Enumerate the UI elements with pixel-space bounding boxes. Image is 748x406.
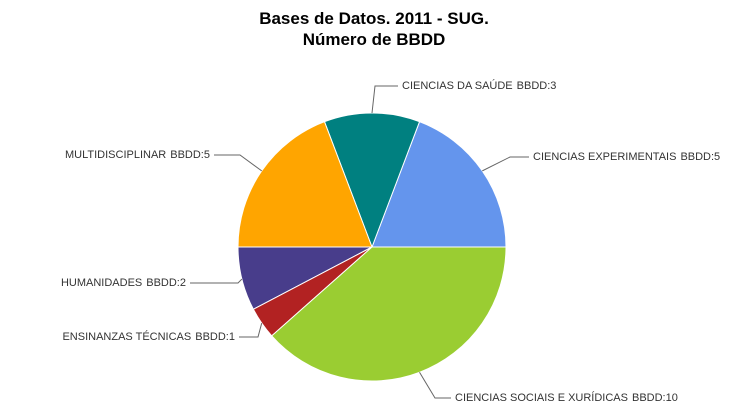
slice-label: CIENCIAS SOCIAIS E XURÍDICAS BBDD:10: [455, 391, 678, 404]
slice-category: HUMANIDADES: [61, 277, 142, 289]
slice-label: MULTIDISCIPLINAR BBDD:5: [65, 149, 210, 161]
leader-line: [419, 372, 451, 399]
leader-line: [214, 154, 263, 172]
slice-value-label: BBDD:5: [170, 149, 210, 161]
pie-slice: [323, 112, 421, 249]
slice-category: CIENCIAS SOCIAIS E XURÍDICAS: [455, 391, 628, 404]
pie-slice: [371, 121, 507, 248]
leader-line: [371, 85, 398, 114]
leader-line: [239, 322, 263, 338]
slice-value-label: BBDD:10: [632, 392, 678, 404]
pie-slice: [237, 121, 373, 248]
slice-value-label: BBDD:2: [146, 277, 186, 289]
slice-value-label: BBDD:5: [680, 151, 720, 163]
slice-label: HUMANIDADES BBDD:2: [61, 277, 186, 289]
chart-subtitle: Número de BBDD: [303, 30, 446, 49]
pie-slice: [270, 246, 507, 382]
slice-label: CIENCIAS EXPERIMENTAIS BBDD:5: [533, 151, 720, 163]
chart-title: Bases de Datos. 2011 - SUG.: [259, 9, 489, 28]
slice-category: CIENCIAS EXPERIMENTAIS: [533, 151, 676, 163]
slice-value-label: BBDD:3: [517, 80, 557, 92]
slice-value-label: BBDD:1: [195, 331, 235, 343]
slice-category: CIENCIAS DA SAÚDE: [402, 79, 513, 92]
slice-label: CIENCIAS DA SAÚDE BBDD:3: [402, 79, 556, 92]
slice-category: ENSINANZAS TÉCNICAS: [62, 330, 191, 343]
leader-line: [482, 156, 529, 172]
slice-label: ENSINANZAS TÉCNICAS BBDD:1: [62, 330, 235, 343]
slice-category: MULTIDISCIPLINAR: [65, 149, 166, 161]
leader-line: [190, 278, 243, 284]
